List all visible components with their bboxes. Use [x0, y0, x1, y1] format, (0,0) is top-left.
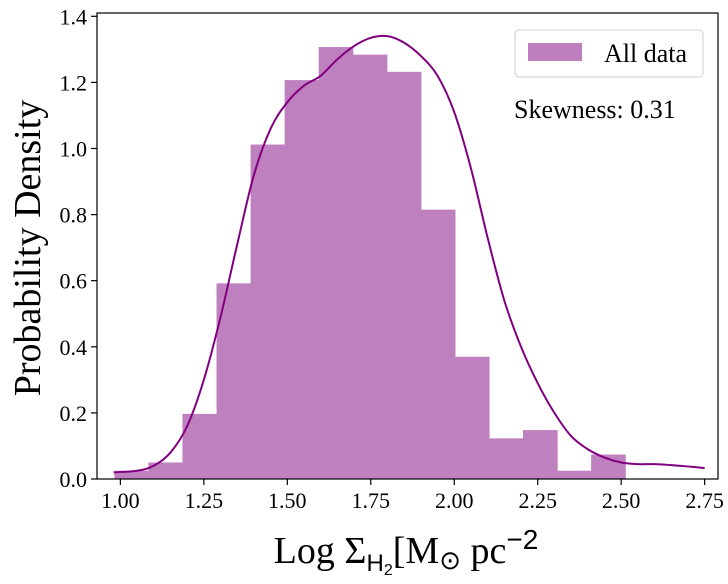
x-axis-label-sub: H — [367, 550, 384, 577]
x-axis-label-subsub: 2 — [384, 562, 393, 579]
histogram-bar-11 — [454, 356, 490, 479]
plot-frame — [96, 12, 719, 480]
histogram-bar-1 — [114, 470, 150, 479]
histogram-bar-4 — [216, 283, 252, 479]
x-axis-label-bracket-open: [M — [393, 530, 439, 572]
histogram-bars — [114, 47, 626, 480]
x-tick-label: 1.25 — [185, 488, 224, 513]
legend: All data — [514, 29, 704, 78]
y-tick-label: 0.2 — [60, 401, 88, 426]
x-axis-label-unit: pc — [461, 530, 506, 572]
x-tick-label: 2.50 — [602, 488, 641, 513]
x-axis-label-exp: −2 — [506, 524, 538, 555]
x-tick-label: 2.25 — [518, 488, 557, 513]
y-axis-label: Probability Density — [7, 100, 49, 397]
x-tick-label: 2.00 — [435, 488, 474, 513]
y-tick-label: 1.0 — [60, 137, 88, 162]
x-axis-label-main: Log Σ — [274, 530, 367, 572]
y-tick-label: 0.0 — [60, 467, 88, 492]
histogram-bar-2 — [148, 462, 184, 479]
x-tick-label: 1.50 — [268, 488, 307, 513]
x-axis-label-sun: ⊙ — [439, 546, 461, 575]
histogram-bar-10 — [420, 209, 456, 479]
x-tick-label: 1.75 — [352, 488, 391, 513]
x-axis-ticks: 1.00 1.25 1.50 1.75 2.00 2.25 2.50 2.75 — [101, 479, 724, 513]
legend-frame — [514, 29, 704, 78]
histogram-bar-5 — [250, 144, 286, 480]
kde-curve — [113, 34, 705, 474]
x-tick-label: 2.75 — [685, 488, 724, 513]
legend-label: All data — [604, 39, 687, 68]
histogram-bar-12 — [488, 438, 524, 479]
histogram-bar-14 — [557, 470, 592, 479]
histogram-bar-9 — [386, 71, 422, 479]
histogram-bar-6 — [284, 80, 320, 479]
y-tick-label: 1.2 — [60, 70, 88, 95]
histogram-bar-13 — [523, 430, 558, 479]
axes-frame — [96, 12, 719, 480]
x-tick-label: 1.00 — [101, 488, 140, 513]
y-tick-label: 0.6 — [60, 269, 88, 294]
y-tick-label: 0.8 — [60, 203, 88, 228]
y-tick-label: 0.4 — [60, 335, 88, 360]
y-tick-label: 1.4 — [60, 4, 88, 29]
histogram-bar-7 — [318, 47, 354, 479]
legend-swatch — [528, 43, 582, 61]
y-axis-ticks: 0.0 0.2 0.4 0.6 0.8 1.0 1.2 1.4 — [60, 4, 97, 492]
x-axis-label: Log ΣH2[M⊙ pc−2 — [274, 524, 539, 579]
histogram-bar-8 — [352, 54, 388, 479]
skewness-annotation: Skewness: 0.31 — [514, 95, 676, 124]
